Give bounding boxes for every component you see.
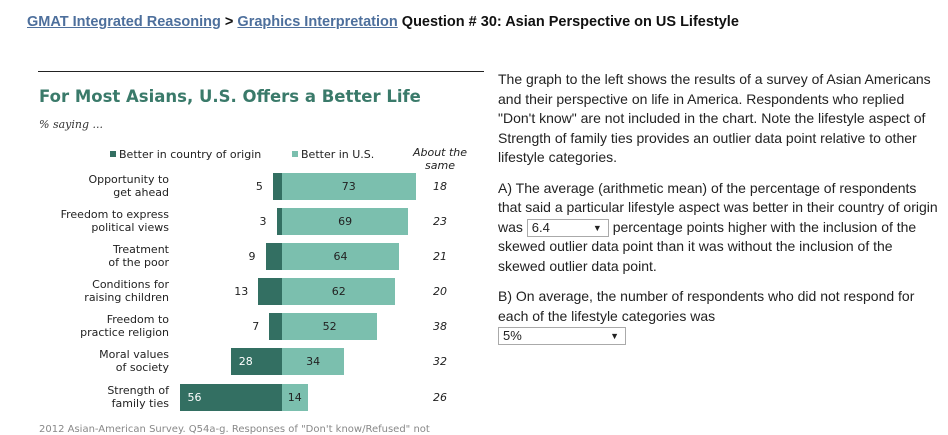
category-label-line: family ties <box>111 397 169 410</box>
bar-origin <box>258 278 282 305</box>
about-same-value: 38 <box>433 320 447 333</box>
bar-value-label: 56 <box>187 391 202 404</box>
about-same-value: 18 <box>433 180 447 193</box>
bar-origin: 56 <box>179 384 282 411</box>
dropdown-arrow-icon: ▼ <box>592 222 602 233</box>
category-label-line: get ahead <box>113 186 169 199</box>
intro-text: The graph to the left shows the results … <box>498 71 931 165</box>
bar-us: 64 <box>282 243 400 270</box>
category-label-line: Freedom to express <box>60 208 169 221</box>
bar-value-label: 13 <box>234 285 249 298</box>
bar-us: 73 <box>282 173 416 200</box>
bar-origin <box>269 313 282 340</box>
category-label-line: Conditions for <box>92 278 169 291</box>
part-b-text: B) On average, the number of respondents… <box>498 288 915 324</box>
category-label: Freedom to express political views <box>40 208 169 234</box>
category-label: Treatment of the poor <box>40 243 169 269</box>
legend-us: Better in U.S. <box>292 148 374 161</box>
question-header: GMAT Integrated Reasoning > Graphics Int… <box>27 12 747 32</box>
category-label: Conditions for raising children <box>40 278 169 304</box>
bar-origin <box>276 208 282 235</box>
about-same-value: 32 <box>433 355 447 368</box>
chart-title: For Most Asians, U.S. Offers a Better Li… <box>39 87 421 106</box>
about-same-value: 26 <box>433 391 447 404</box>
dropdown-arrow-icon: ▼ <box>610 331 619 342</box>
legend-origin: Better in country of origin <box>110 148 261 161</box>
dropdown-value: 6.4 <box>531 219 550 235</box>
bar-origin: 28 <box>230 348 282 375</box>
breadcrumb-graphics-interpretation[interactable]: Graphics Interpretation <box>237 14 398 30</box>
breadcrumb-separator: > <box>224 14 234 30</box>
chart-source: 2012 Asian-American Survey. Q54a-g. Resp… <box>39 424 430 435</box>
question-title: Question # 30: Asian Perspective on US L… <box>401 14 739 30</box>
bar-value-label: 7 <box>252 320 260 333</box>
part-b-dropdown[interactable]: 5% ▼ <box>498 327 626 346</box>
bar-us: 69 <box>282 208 409 235</box>
bar-us: 34 <box>282 348 345 375</box>
breadcrumb-integrated-reasoning[interactable]: GMAT Integrated Reasoning <box>27 14 221 30</box>
bar-value-label: 28 <box>238 355 253 368</box>
part-a-text-after: percentage points higher with the inclus… <box>498 218 917 274</box>
category-label: Strength of family ties <box>40 384 169 410</box>
part-a-text: A) The average (arithmetic mean) of the … <box>498 179 938 235</box>
about-same-value: 20 <box>433 285 447 298</box>
question-text: The graph to the left shows the results … <box>498 70 943 357</box>
category-label-line: practice religion <box>80 326 169 339</box>
bar-us: 52 <box>282 313 378 340</box>
category-label-line: raising children <box>84 291 169 304</box>
bar-value-label: 9 <box>248 250 256 263</box>
part-a: A) The average (arithmetic mean) of the … <box>498 179 943 277</box>
about-same-value: 23 <box>433 215 447 228</box>
bar-origin <box>265 243 282 270</box>
bar-value-label: 5 <box>255 180 263 193</box>
part-b: B) On average, the number of respondents… <box>498 287 943 346</box>
category-label-line: political views <box>91 221 169 234</box>
category-label: Freedom to practice religion <box>40 313 169 339</box>
category-label-line: Moral values <box>99 348 169 361</box>
dropdown-value: 5% <box>503 328 522 344</box>
category-label-line: of the poor <box>108 256 169 269</box>
legend-label: Better in U.S. <box>301 148 375 161</box>
part-a-dropdown[interactable]: 6.4 ▼ <box>526 218 609 237</box>
category-label-line: Strength of <box>107 384 169 397</box>
legend-label: Better in country of origin <box>119 148 262 161</box>
bar-origin <box>272 173 282 200</box>
chart-top-rule <box>38 71 484 72</box>
category-label: Opportunity to get ahead <box>40 173 169 199</box>
bar-us: 14 <box>282 384 308 411</box>
about-same-value: 21 <box>433 250 447 263</box>
category-label-line: Opportunity to <box>88 173 169 186</box>
chart-subtitle: % saying ... <box>39 118 103 131</box>
about-same-header: About the same <box>412 146 468 172</box>
category-label-line: Treatment <box>113 243 169 256</box>
category-label: Moral values of society <box>40 348 169 374</box>
legend-swatch-light <box>292 151 298 157</box>
category-label-line: of society <box>115 361 169 374</box>
category-label-line: Freedom to <box>106 313 169 326</box>
legend-swatch-dark <box>110 151 116 157</box>
bar-us: 62 <box>282 278 396 305</box>
bar-value-label: 3 <box>259 215 267 228</box>
